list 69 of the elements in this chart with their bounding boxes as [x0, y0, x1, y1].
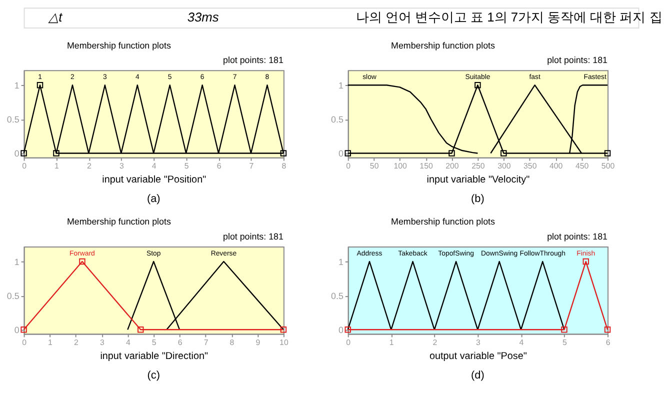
x-tick-label: 7	[249, 162, 254, 171]
x-tick-label: 10	[280, 338, 289, 348]
x-axis-title: input variable "Direction"	[100, 351, 208, 362]
x-tick-label: 5	[184, 162, 190, 171]
x-tick-label: 3	[100, 338, 105, 348]
x-tick-label: 0	[346, 162, 352, 171]
y-tick-label: 1	[338, 256, 344, 267]
y-tick-label: 0.5	[6, 291, 20, 302]
x-tick-label: 350	[524, 162, 538, 171]
x-tick-label: 1	[54, 162, 60, 171]
x-tick-label: 50	[370, 162, 380, 171]
x-tick-label: 200	[446, 162, 460, 171]
chart-title: Membership function plots	[66, 40, 172, 50]
text: plot points: 181	[223, 232, 284, 242]
x-tick-label: 3	[119, 162, 124, 171]
x-tick-label: 300	[498, 162, 512, 171]
chart-title: Membership function plots	[391, 40, 496, 50]
x-tick-label: 1	[48, 338, 54, 348]
text: (c)	[147, 369, 160, 382]
x-tick-label: 2	[74, 338, 78, 348]
text: (b)	[471, 192, 484, 205]
x-tick-label: 450	[575, 162, 590, 171]
x-tick-label: 7	[204, 338, 208, 348]
x-axis-title: output variable "Pose"	[430, 351, 528, 362]
x-tick-label: 100	[394, 162, 408, 171]
x-tick-label: 400	[549, 162, 564, 171]
y-tick-label: 0	[14, 325, 20, 336]
y-tick-label: 0.5	[6, 114, 20, 125]
x-tick-label: 2	[86, 162, 92, 171]
y-tick-label: 1	[14, 256, 20, 267]
text: plot points: 181	[223, 55, 284, 66]
y-tick-label: 1	[14, 80, 20, 91]
y-tick-label: 0.5	[331, 114, 344, 125]
x-tick-label: 1	[389, 338, 394, 348]
x-tick-label: 4	[519, 338, 524, 348]
text: (a)	[146, 192, 160, 205]
x-tick-label: 5	[562, 338, 568, 348]
x-tick-label: 0	[22, 338, 28, 348]
chart-title: Membership function plots	[66, 216, 172, 227]
chart-title: Membership function plots	[391, 216, 496, 227]
text: 33ms	[187, 10, 220, 25]
x-tick-label: 250	[472, 162, 486, 171]
x-tick-label: 0	[22, 162, 28, 171]
y-tick-label: 1	[338, 80, 344, 91]
text: (d)	[471, 369, 484, 382]
x-tick-label: 6	[606, 338, 611, 348]
x-tick-label: 4	[126, 338, 131, 348]
x-tick-label: 6	[178, 338, 183, 348]
x-axis-title: input variable "Velocity"	[426, 174, 530, 186]
x-tick-label: 3	[476, 338, 481, 348]
x-tick-label: 6	[216, 162, 222, 171]
text: plot points: 181	[547, 55, 608, 66]
y-tick-label: 0	[14, 148, 20, 159]
x-tick-label: 5	[152, 338, 157, 348]
text: plot points: 181	[547, 232, 608, 242]
y-tick-label: 0	[338, 325, 344, 336]
y-tick-label: 0	[338, 148, 344, 159]
x-tick-label: 8	[282, 162, 287, 171]
x-tick-label: 500	[601, 162, 616, 171]
y-tick-label: 0.5	[331, 291, 344, 302]
x-tick-label: 2	[432, 338, 438, 348]
text: 나의 언어 변수이고 표 1의 7가지 동작에 대한 퍼지 집	[356, 10, 662, 25]
x-axis-title: input variable "Position"	[102, 174, 207, 186]
text: △t	[48, 10, 64, 25]
x-tick-label: 8	[230, 338, 235, 348]
x-tick-label: 9	[256, 338, 261, 348]
x-tick-label: 4	[152, 162, 157, 171]
x-tick-label: 0	[346, 338, 352, 348]
x-tick-label: 150	[420, 162, 434, 171]
